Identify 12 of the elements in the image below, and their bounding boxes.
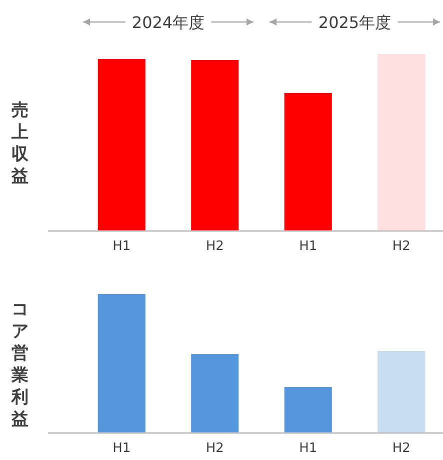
x-tick-label: H2 (392, 239, 410, 254)
x-tick-label: H2 (206, 239, 224, 254)
text: 2024年度 (132, 13, 205, 32)
y-axis-title: 売上収益 (10, 100, 30, 186)
x-tick-label: H1 (299, 441, 318, 456)
x-tick-label: H1 (112, 239, 131, 254)
x-tick-label: H1 (299, 239, 318, 254)
text: 2025年度 (318, 13, 392, 32)
x-tick-label: H2 (392, 441, 410, 456)
x-tick-label: H2 (206, 441, 224, 456)
y-axis-title: コア営業利益 (10, 300, 28, 430)
x-tick-label: H1 (112, 441, 131, 456)
